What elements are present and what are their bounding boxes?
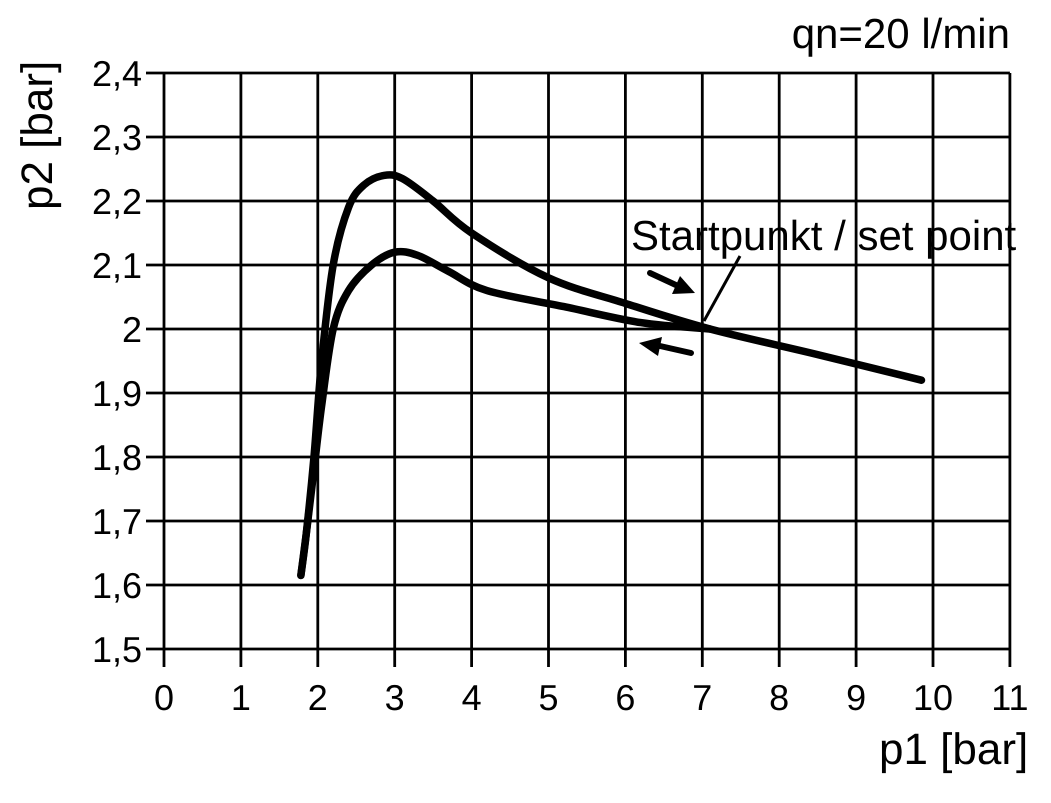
svg-text:0: 0 (154, 677, 174, 718)
svg-text:3: 3 (385, 677, 405, 718)
svg-text:6: 6 (615, 677, 635, 718)
svg-text:1: 1 (231, 677, 251, 718)
svg-text:8: 8 (769, 677, 789, 718)
svg-text:4: 4 (462, 677, 482, 718)
svg-text:p1 [bar]: p1 [bar] (879, 725, 1028, 774)
svg-text:1,7: 1,7 (92, 501, 142, 542)
svg-text:9: 9 (846, 677, 866, 718)
svg-text:2: 2 (308, 677, 328, 718)
svg-text:2,4: 2,4 (92, 53, 142, 94)
svg-text:p2 [bar]: p2 [bar] (13, 61, 62, 210)
svg-text:2: 2 (122, 309, 142, 350)
svg-text:10: 10 (913, 677, 953, 718)
svg-text:11: 11 (991, 677, 1028, 718)
svg-text:1,8: 1,8 (92, 437, 142, 478)
svg-text:2,2: 2,2 (92, 181, 142, 222)
svg-text:qn=20 l/min: qn=20 l/min (792, 10, 1010, 57)
svg-text:7: 7 (692, 677, 712, 718)
svg-text:1,6: 1,6 (92, 565, 142, 606)
svg-text:5: 5 (538, 677, 558, 718)
svg-text:Startpunkt / set point: Startpunkt / set point (631, 212, 1017, 259)
svg-text:2,1: 2,1 (92, 245, 142, 286)
svg-text:1,5: 1,5 (92, 629, 142, 670)
svg-text:1,9: 1,9 (92, 373, 142, 414)
svg-text:2,3: 2,3 (92, 117, 142, 158)
